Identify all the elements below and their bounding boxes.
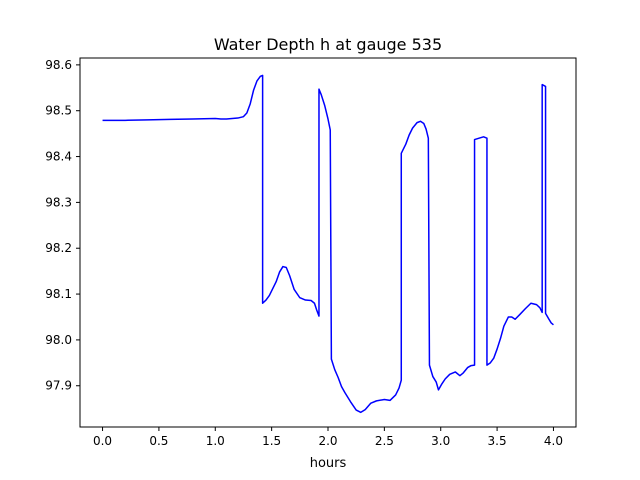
series-line-1 <box>102 74 554 414</box>
y-tick-label: 98.3 <box>45 195 72 209</box>
x-axis-ticks: 0.0 0.5 1.0 1.5 2.0 2.5 3.0 3.5 4.0 <box>93 427 563 448</box>
x-tick-label: 4.0 <box>544 434 563 448</box>
y-tick-label: 97.9 <box>45 379 72 393</box>
x-axis-label: hours <box>310 456 347 471</box>
x-tick-label: 1.0 <box>206 434 225 448</box>
y-tick-label: 98.0 <box>45 333 72 347</box>
x-tick-label: 0.5 <box>149 434 168 448</box>
x-tick-label: 0.0 <box>93 434 112 448</box>
y-tick-label: 98.6 <box>45 58 72 72</box>
y-axis-ticks: 97.9 98.0 98.1 98.2 98.3 98.4 98.5 98.6 <box>45 58 80 393</box>
x-tick-label: 2.0 <box>318 434 337 448</box>
x-tick-label: 2.5 <box>375 434 394 448</box>
chart-title: Water Depth h at gauge 535 <box>214 35 442 54</box>
plot-area <box>80 58 576 427</box>
plot-frame <box>79 57 577 428</box>
y-tick-label: 98.1 <box>45 287 72 301</box>
y-tick-label: 98.5 <box>45 104 72 118</box>
x-tick-label: 3.0 <box>431 434 450 448</box>
y-tick-label: 98.2 <box>45 241 72 255</box>
data-layer <box>102 74 554 414</box>
y-tick-label: 98.4 <box>45 150 72 164</box>
x-tick-label: 3.5 <box>488 434 507 448</box>
x-tick-label: 1.5 <box>262 434 281 448</box>
